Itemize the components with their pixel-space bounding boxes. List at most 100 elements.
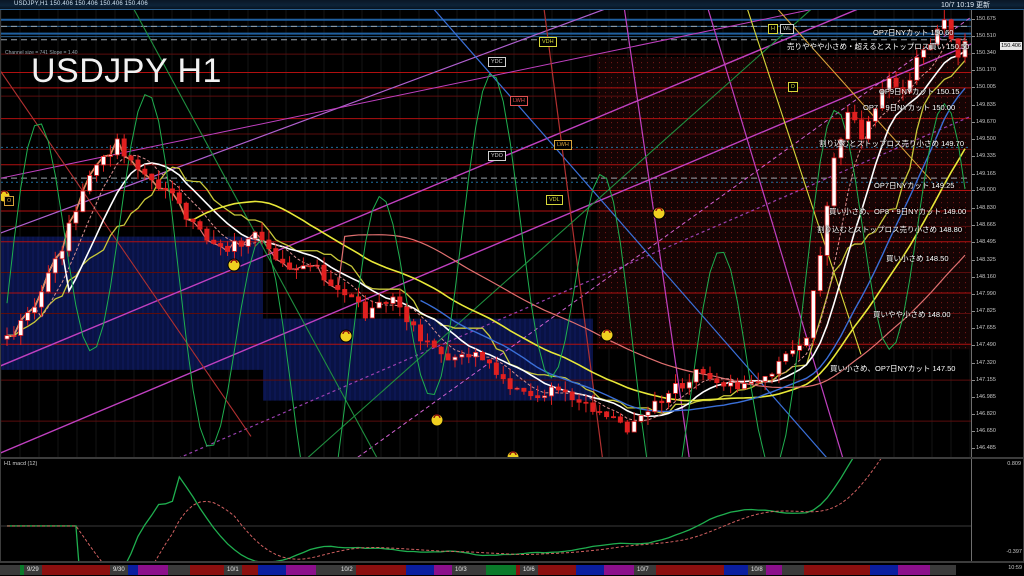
price-axis[interactable]: 150.675 150.510 150.340 150.170 150.005 149.8… [971,10,1023,457]
price-level-annotation: OP7・9日NYカット 150.00 [863,103,956,112]
price-tick-label: 146.820 [976,410,996,417]
session-band [258,565,286,575]
price-level-annotation: 割り込むとストップロス売り小さめ 148.80 [817,225,963,234]
price-tick-label: 148.495 [976,239,996,246]
price-level-annotation: OP9日NYカット 150.15 [879,87,960,96]
price-tick-mark [972,310,975,312]
chart-level-tag[interactable]: LWH [554,140,572,150]
session-band [316,565,338,575]
price-chart-svg [1,10,971,457]
price-tick-label: 147.825 [976,307,996,314]
time-axis-label: 10/2 [338,565,356,575]
window-titlebar: USDJPY,H1 150.406 150.406 150.406 150.40… [0,0,1024,10]
chart-level-tag[interactable]: VDL [546,195,563,205]
price-chart-pane[interactable]: Channel size = 741 Slope = 1.40 USDJPY H… [0,9,1024,458]
price-tick-mark [972,242,975,244]
session-band [464,565,486,575]
time-axis-label: 9/30 [110,565,128,575]
session-band [898,565,930,575]
price-tick-label: 146.650 [976,428,996,435]
price-tick-label: 149.500 [976,136,996,143]
session-band [782,565,804,575]
price-tick-label: 147.990 [976,290,996,297]
price-level-annotation: OP7日NYカット 149.25 [874,181,955,190]
chart-level-tag[interactable]: H [768,24,778,34]
session-band [604,565,634,575]
chart-level-tag[interactable]: VDH [539,37,557,47]
price-tick-label: 147.155 [976,376,996,383]
price-tick-mark [972,139,975,141]
price-level-annotation: OP7日NYカット 150.60 [873,28,954,37]
updated-timestamp: 10/7 10:19 更新 [940,2,990,9]
price-tick-label: 146.485 [976,445,996,452]
chart-level-tag[interactable]: LWH [510,96,528,106]
price-tick-label: 150.005 [976,84,996,91]
chart-level-tag[interactable]: D [788,82,798,92]
session-band [0,565,20,575]
current-price-badge: 150.406 [1000,42,1022,51]
price-tick-label: 150.675 [976,15,996,22]
price-tick-mark [972,104,975,106]
price-tick-mark [972,413,975,415]
price-tick-label: 148.665 [976,221,996,228]
price-tick-label: 148.160 [976,273,996,280]
macd-plot-area[interactable]: H1 macd (12) [1,459,971,561]
price-tick-mark [972,35,975,37]
session-band [434,565,464,575]
price-tick-mark [972,190,975,192]
time-axis-label: 10/8 [748,565,766,575]
price-level-annotation: 割り込むとストップロス売り小さめ 149.70 [819,139,965,148]
session-band [656,565,724,575]
channel-info-label: Channel size = 741 Slope = 1.40 [5,50,78,56]
price-tick-mark [972,207,975,209]
time-axis-label: 10/3 [452,565,470,575]
session-band [486,565,516,575]
price-tick-mark [972,121,975,123]
price-tick-mark [972,259,975,261]
price-tick-mark [972,397,975,399]
price-level-annotation: 買いやや小さめ 148.00 [873,310,951,319]
price-tick-label: 149.835 [976,101,996,108]
price-level-annotation: 買い小さめ、OP7日NYカット 147.50 [830,364,956,373]
price-tick-mark [972,18,975,20]
price-tick-mark [972,293,975,295]
time-axis[interactable]: 9/29 9/30 10/1 10/2 10/3 10/6 10/7 10/8 [0,562,1024,576]
price-tick-label: 149.335 [976,153,996,160]
price-level-annotation: 買い小さめ 148.50 [886,254,949,263]
session-band [338,565,406,575]
session-band [724,565,752,575]
price-tick-label: 147.490 [976,342,996,349]
session-band [870,565,898,575]
chart-level-tag[interactable]: WL [780,24,795,34]
price-tick-mark [972,224,975,226]
price-tick-label: 150.340 [976,50,996,57]
price-tick-mark [972,345,975,347]
price-tick-mark [972,431,975,433]
session-band [576,565,604,575]
price-tick-mark [972,70,975,72]
macd-top-value: 0.809 [1007,461,1021,467]
symbol-quote-label: USDJPY,H1 150.406 150.406 150.406 150.40… [14,1,148,7]
price-tick-mark [972,276,975,278]
current-time-label: 10:59 [1008,565,1022,571]
price-tick-mark [972,362,975,364]
chart-level-tag[interactable]: O [4,196,15,206]
time-axis-label: 9/29 [24,565,42,575]
chart-level-tag[interactable]: YDC [488,57,506,67]
price-tick-label: 147.655 [976,325,996,332]
chart-level-tag[interactable]: YDO [488,151,506,161]
price-tick-label: 149.000 [976,187,996,194]
price-tick-mark [972,53,975,55]
price-tick-label: 148.325 [976,256,996,263]
macd-pane[interactable]: H1 macd (12) 0.809 [0,458,1024,562]
price-tick-label: 146.985 [976,394,996,401]
price-tick-mark [972,448,975,450]
session-band [930,565,956,575]
price-tick-mark [972,173,975,175]
price-plot-area[interactable]: Channel size = 741 Slope = 1.40 USDJPY H… [1,10,971,457]
session-band [804,565,870,575]
price-level-annotation: 買い小さめ、OP8・9日NYカット 149.00 [829,207,967,216]
price-tick-mark [972,156,975,158]
price-level-annotation: 売りややや小さめ・超えるとストップロス買い 150.50 [787,42,970,51]
macd-chart-svg [1,459,971,561]
